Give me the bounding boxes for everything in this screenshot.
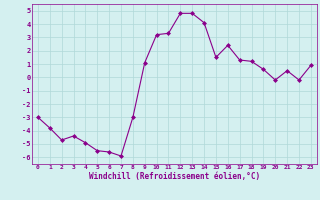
X-axis label: Windchill (Refroidissement éolien,°C): Windchill (Refroidissement éolien,°C): [89, 172, 260, 181]
